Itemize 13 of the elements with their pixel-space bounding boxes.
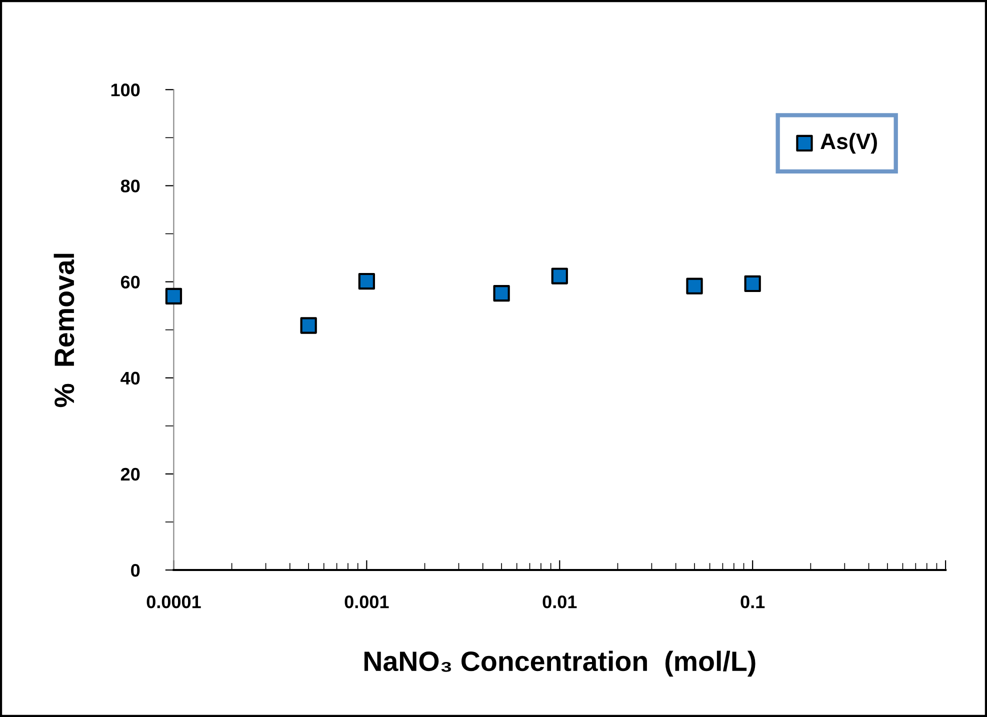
y-tick-label: 40 [120, 372, 140, 385]
y-tick-label: 80 [120, 180, 140, 192]
legend-label: As(V) [820, 132, 877, 154]
x-tick-label: 0.1 [740, 595, 765, 608]
x-tick-label: 0.01 [542, 595, 577, 608]
y-tick-label: 0 [131, 564, 140, 577]
y-tick-label: 20 [120, 468, 140, 481]
x-axis-title: NaNO₃ Concentration (mol/L) [364, 650, 756, 677]
y-axis-title: % Removal [54, 254, 74, 408]
x-tick-label: 0.001 [344, 595, 389, 608]
y-tick-label: 60 [120, 276, 140, 288]
y-tick-label: 100 [111, 84, 140, 96]
x-tick-label: 0.0001 [146, 595, 201, 608]
